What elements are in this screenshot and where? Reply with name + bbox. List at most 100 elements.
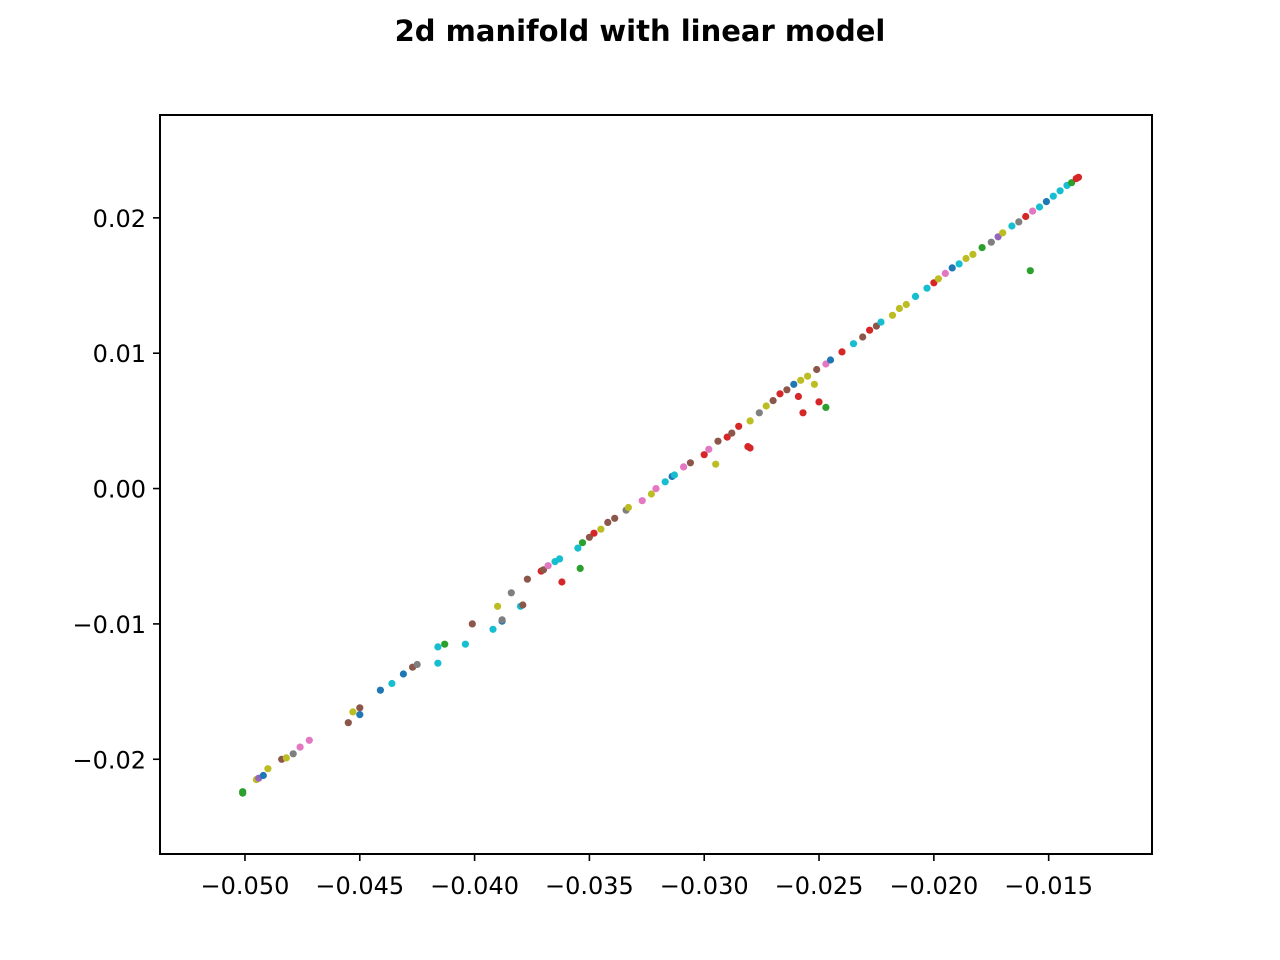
data-point bbox=[578, 539, 587, 547]
data-point bbox=[590, 529, 598, 537]
y-tick-label: −0.02 bbox=[72, 746, 146, 774]
x-tick-label: −0.035 bbox=[545, 872, 634, 900]
x-tick-label: −0.045 bbox=[315, 872, 404, 900]
data-point bbox=[259, 771, 267, 780]
data-point bbox=[611, 514, 619, 522]
data-point bbox=[790, 380, 798, 388]
y-tick-label: −0.01 bbox=[72, 611, 146, 639]
x-tick-label: −0.020 bbox=[889, 872, 978, 900]
data-point bbox=[296, 743, 304, 751]
data-point bbox=[911, 292, 920, 300]
data-point bbox=[434, 659, 442, 667]
data-point bbox=[815, 398, 823, 406]
data-point bbox=[888, 311, 897, 319]
data-point bbox=[441, 640, 449, 648]
x-tick-label: −0.040 bbox=[430, 872, 519, 900]
data-point bbox=[813, 365, 821, 374]
data-point bbox=[670, 471, 679, 479]
data-point bbox=[746, 444, 754, 452]
data-point bbox=[1022, 212, 1030, 221]
plot-frame bbox=[159, 114, 1153, 855]
x-tick-label: −0.030 bbox=[660, 872, 749, 900]
data-point bbox=[923, 284, 931, 292]
data-point bbox=[585, 533, 594, 541]
points-layer bbox=[239, 173, 1083, 797]
data-point bbox=[652, 485, 660, 493]
data-point bbox=[539, 566, 548, 574]
data-point bbox=[1015, 218, 1023, 226]
data-point bbox=[282, 754, 290, 762]
x-tick-label: −0.025 bbox=[775, 872, 864, 900]
data-point bbox=[661, 478, 669, 486]
data-point bbox=[712, 460, 720, 468]
data-point bbox=[1035, 203, 1044, 211]
data-point bbox=[948, 264, 956, 272]
x-tick-label: −0.050 bbox=[201, 872, 290, 900]
data-point bbox=[962, 254, 970, 263]
data-point bbox=[624, 503, 633, 512]
data-point bbox=[344, 719, 352, 727]
data-point bbox=[498, 616, 506, 624]
data-point bbox=[1026, 267, 1034, 275]
data-point bbox=[356, 711, 364, 719]
data-point bbox=[714, 437, 722, 445]
data-point bbox=[597, 525, 605, 533]
data-point bbox=[969, 250, 977, 258]
data-point bbox=[866, 326, 874, 334]
data-point bbox=[434, 643, 442, 651]
data-point bbox=[576, 564, 584, 573]
data-point bbox=[978, 244, 986, 252]
data-point bbox=[700, 451, 708, 459]
data-point bbox=[468, 620, 476, 628]
data-point bbox=[728, 429, 736, 437]
data-point bbox=[794, 392, 803, 401]
data-point bbox=[489, 625, 497, 633]
data-point bbox=[810, 380, 819, 388]
data-point bbox=[877, 318, 885, 326]
data-point bbox=[305, 736, 313, 744]
data-point bbox=[494, 602, 502, 610]
data-point bbox=[356, 704, 364, 712]
data-point bbox=[987, 238, 995, 246]
data-point bbox=[859, 333, 867, 341]
data-point bbox=[1049, 192, 1057, 200]
data-point bbox=[705, 445, 713, 453]
data-point bbox=[376, 686, 384, 694]
data-point bbox=[849, 340, 858, 348]
data-point bbox=[769, 397, 777, 405]
data-point bbox=[799, 409, 807, 417]
data-point bbox=[523, 575, 532, 583]
y-tick-label: 0.02 bbox=[93, 205, 146, 233]
data-point bbox=[783, 386, 791, 394]
data-point bbox=[955, 260, 963, 268]
data-point bbox=[239, 788, 247, 796]
data-point bbox=[838, 348, 846, 356]
data-point bbox=[797, 376, 805, 384]
y-tick-label: 0.00 bbox=[93, 476, 146, 504]
data-point bbox=[556, 555, 564, 563]
x-tick-label: −0.015 bbox=[1004, 872, 1093, 900]
data-point bbox=[776, 390, 784, 398]
data-point bbox=[647, 490, 656, 498]
data-point bbox=[413, 660, 421, 669]
chart-title: 2d manifold with linear model bbox=[394, 14, 886, 48]
data-point bbox=[574, 544, 582, 552]
y-tick-label: 0.01 bbox=[93, 340, 146, 368]
data-point bbox=[826, 356, 835, 364]
data-point bbox=[604, 518, 612, 527]
x-axis: −0.050 −0.045 −0.040 −0.035 −0.030 −0.025 −0.0… bbox=[201, 854, 1093, 900]
data-point bbox=[999, 229, 1007, 237]
data-point bbox=[686, 459, 695, 467]
data-point bbox=[1042, 198, 1050, 206]
data-point bbox=[289, 750, 297, 758]
data-point bbox=[1056, 187, 1064, 195]
data-point bbox=[941, 269, 949, 277]
data-point bbox=[804, 372, 812, 380]
data-point bbox=[895, 304, 904, 313]
data-point bbox=[762, 402, 770, 410]
data-point bbox=[934, 275, 943, 283]
y-axis: −0.02 −0.01 0.00 0.01 0.02 bbox=[72, 205, 160, 774]
data-point bbox=[735, 422, 743, 430]
data-point bbox=[399, 670, 407, 678]
data-point bbox=[388, 679, 396, 688]
